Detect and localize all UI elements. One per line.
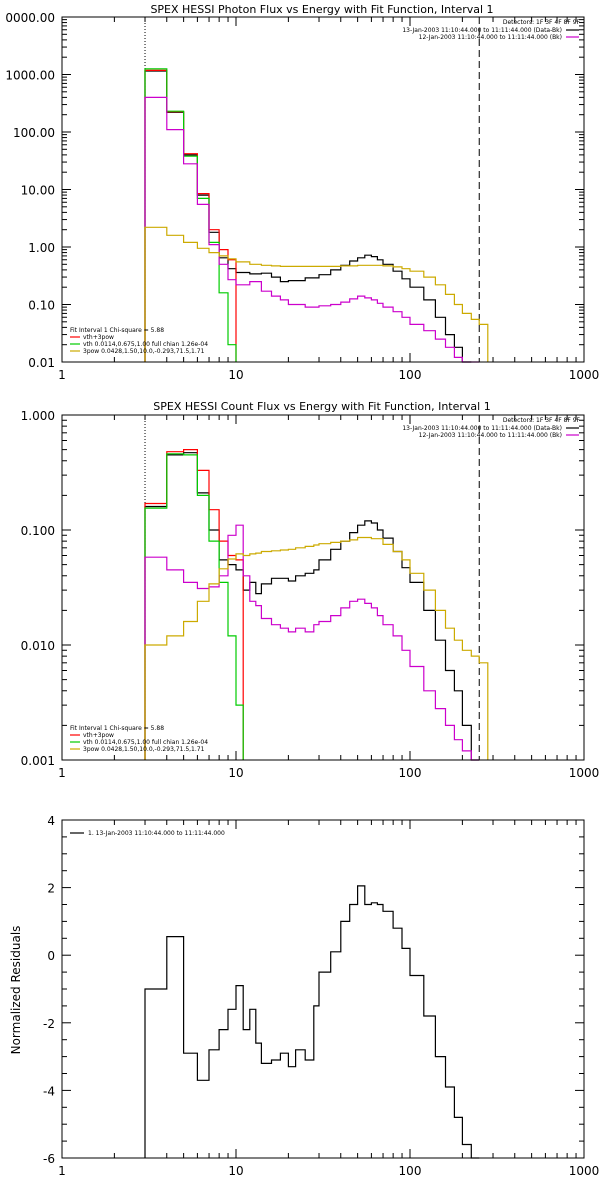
photon-flux-xtick-label: 100 <box>399 368 422 382</box>
residuals-time-label: 1. 13-Jan-2003 11:10:44.000 to 11:11:44.… <box>88 830 225 837</box>
count-flux-series-line <box>144 524 480 761</box>
count-flux-ytick-label: 0.001 <box>21 754 55 768</box>
photon-flux-time-label: 12-Jan-2003 11:10:44.000 to 11:11:44.000… <box>419 34 562 41</box>
photon-flux-ytick-label: 100.00 <box>13 126 55 140</box>
count-flux-fit-info: Fit Interval 1 Chi-square = 5.88 <box>70 725 164 732</box>
photon-flux-ytick-label: 1000.00 <box>5 69 55 83</box>
photon-flux-fit-info: Fit Interval 1 Chi-square = 5.88 <box>70 327 164 334</box>
photon-flux-xtick-label: 10 <box>228 368 243 382</box>
count-flux-fit-label: 3pow 0.0428,1.50,10.0,-0.293,71.5,1.71 <box>83 746 205 753</box>
photon-flux-ytick-label: 0.10 <box>28 299 55 313</box>
count-flux-ytick-label: 0.010 <box>21 639 55 653</box>
residuals-ytick-label: 2 <box>47 882 55 896</box>
count-flux-series-line <box>144 536 489 760</box>
residuals-ytick-label: -2 <box>43 1017 55 1031</box>
photon-flux-series-line <box>144 226 489 362</box>
count-flux-series-line <box>144 452 480 761</box>
residuals-ytick-label: -6 <box>43 1152 55 1166</box>
residuals-xtick-label: 10 <box>228 1164 243 1178</box>
photon-flux-fit-label: vth 0.0114,0.675,1.00 full chian 1.26e-0… <box>83 341 208 348</box>
count-flux-panel: SPEX HESSI Count Flux vs Energy with Fit… <box>21 400 600 780</box>
count-flux-ytick-label: 0.100 <box>21 524 55 538</box>
count-flux-xtick-label: 1000 <box>569 766 600 780</box>
residuals-panel: Normalized Residuals 1 10 100 1000 -6 -4 -2 0 2 4… <box>9 814 599 1178</box>
photon-flux-frame <box>61 16 585 363</box>
photon-flux-detectors-label: Detectors: 1F 3F 4F 8F 9F <box>503 19 581 26</box>
residuals-xtick-label: 1 <box>58 1164 66 1178</box>
photon-flux-ytick-label: 0000.00 <box>5 11 55 25</box>
count-flux-fit-label: vth 0.0114,0.675,1.00 full chian 1.26e-0… <box>83 739 208 746</box>
count-flux-ytick-label: 1.000 <box>21 409 55 423</box>
count-flux-series-line <box>144 453 244 760</box>
photon-flux-fit-label: 3pow 0.0428,1.50,10.0,-0.293,71.5,1.71 <box>83 348 205 355</box>
count-flux-detectors-label: Detectors: 1F 3F 4F 8F 9F <box>503 417 581 424</box>
residuals-ylabel: Normalized Residuals <box>9 926 23 1055</box>
residuals-series-line <box>144 885 480 1159</box>
photon-flux-title: SPEX HESSI Photon Flux vs Energy with Fi… <box>150 3 493 16</box>
count-flux-time-label: 13-Jan-2003 11:10:44.000 to 11:11:44.000… <box>402 425 562 432</box>
photon-flux-xtick-label: 1000 <box>569 368 600 382</box>
photon-flux-fit-label: vth+3pow <box>83 334 114 341</box>
count-flux-fit-label: vth+3pow <box>83 732 114 739</box>
photon-flux-ytick-label: 10.00 <box>21 184 55 198</box>
photon-flux-xtick-label: 1 <box>58 368 66 382</box>
photon-flux-series-line <box>144 69 237 362</box>
photon-flux-ytick-label: 0.01 <box>28 356 55 370</box>
photon-flux-series-line <box>144 68 237 362</box>
photon-flux-series-line <box>144 96 480 363</box>
photon-flux-ytick-label: 1.00 <box>28 241 55 255</box>
count-flux-time-label: 12-Jan-2003 11:10:44.000 to 11:11:44.000… <box>419 432 562 439</box>
count-flux-xtick-label: 1 <box>58 766 66 780</box>
count-flux-xtick-label: 100 <box>399 766 422 780</box>
count-flux-frame <box>61 414 585 761</box>
photon-flux-series-line <box>144 70 472 363</box>
residuals-ytick-label: 4 <box>47 814 55 828</box>
photon-flux-time-label: 13-Jan-2003 11:10:44.000 to 11:11:44.000… <box>402 27 562 34</box>
count-flux-xtick-label: 10 <box>228 766 243 780</box>
residuals-xtick-label: 1000 <box>569 1164 600 1178</box>
residuals-ytick-label: -4 <box>43 1084 55 1098</box>
residuals-xtick-label: 100 <box>399 1164 422 1178</box>
residuals-frame <box>61 819 585 1159</box>
photon-flux-panel: SPEX HESSI Photon Flux vs Energy with Fi… <box>5 3 599 382</box>
residuals-ytick-label: 0 <box>47 949 55 963</box>
count-flux-title: SPEX HESSI Count Flux vs Energy with Fit… <box>153 400 490 413</box>
